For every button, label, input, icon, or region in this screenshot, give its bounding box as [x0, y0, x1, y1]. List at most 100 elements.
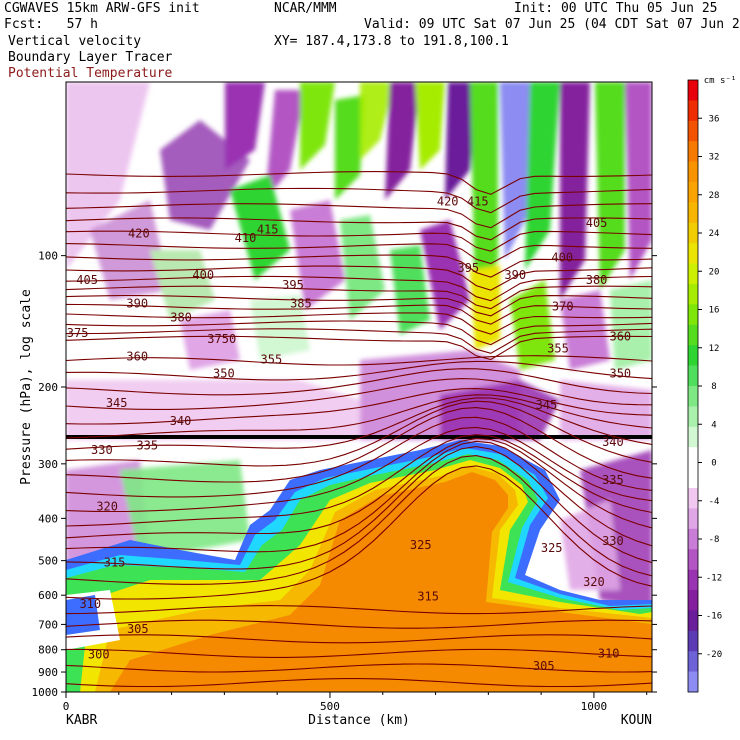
colorbar-label: -4 [709, 497, 720, 507]
y-axis-label: Pressure (hPa), log scale [19, 289, 34, 485]
x-tick-label: 500 [320, 700, 340, 713]
stratosphere-velocity-waves [66, 82, 652, 370]
theta-contour [66, 312, 652, 335]
theta-label: 315 [104, 555, 126, 569]
potential-temperature-contours [66, 171, 652, 688]
header-model: CGWAVES 15km ARW-GFS init [4, 1, 200, 16]
legend-field-vertical-velocity: Vertical velocity [8, 34, 142, 49]
theta-label: 330 [91, 443, 113, 457]
theta-label: 395 [282, 278, 304, 292]
theta-label: 390 [126, 296, 148, 310]
colorbar-swatch [688, 671, 698, 693]
theta-contour [66, 465, 652, 600]
x-axis-label: Distance (km) [308, 713, 410, 728]
colorbar-label: 36 [709, 114, 720, 124]
colorbar-swatch [688, 120, 698, 142]
theta-contour [66, 394, 652, 439]
theta-contour [66, 619, 652, 629]
theta-label: 400 [192, 268, 214, 282]
theta-contour [66, 355, 652, 366]
theta-label: 370 [552, 299, 574, 313]
colorbar-swatch [688, 100, 698, 122]
y-tick-label: 900 [38, 666, 58, 679]
theta-contour [66, 265, 652, 291]
theta-label: 380 [170, 310, 192, 324]
theta-label: 405 [76, 273, 98, 287]
theta-contour [66, 455, 652, 585]
theta-contour [66, 320, 652, 346]
header-center: NCAR/MMM [274, 1, 337, 16]
theta-label: 325 [410, 538, 432, 552]
theta-contour [66, 360, 652, 381]
theta-label: 375 [67, 326, 89, 340]
theta-contour [66, 285, 652, 310]
theta-contour [66, 171, 652, 195]
y-tick-label: 700 [38, 618, 58, 631]
colorbar-label: -12 [706, 573, 722, 583]
theta-contour [66, 294, 652, 317]
theta-contour [66, 368, 652, 396]
colorbar-swatch [688, 80, 698, 101]
colorbar-swatch [688, 508, 698, 530]
theta-label: 3750 [207, 332, 236, 346]
theta-label: 335 [602, 473, 624, 487]
y-tick-label: 300 [38, 458, 58, 471]
theta-contour [66, 187, 652, 214]
x-tick-label: 1000 [581, 700, 608, 713]
theta-label: 315 [417, 589, 439, 603]
theta-label: 340 [602, 435, 624, 449]
colorbar-label: 16 [709, 306, 720, 316]
theta-label: 410 [235, 231, 257, 245]
theta-label: 420 [128, 227, 150, 241]
theta-label: 390 [504, 268, 526, 282]
theta-label: 320 [583, 575, 605, 589]
colorbar-swatch [688, 528, 698, 550]
theta-contour [66, 434, 652, 527]
endpoint-right-label: KOUN [621, 713, 652, 728]
theta-label: 310 [598, 647, 620, 661]
theta-contour [66, 303, 652, 325]
colorbar-swatch [688, 182, 698, 203]
colorbar-swatch [688, 284, 698, 305]
theta-label: 355 [547, 342, 569, 356]
colorbar-label: 8 [711, 382, 716, 392]
colorbar-swatch [688, 161, 698, 183]
colorbar-swatch [688, 386, 698, 407]
theta-label: 345 [536, 398, 558, 412]
colorbar-swatch [688, 488, 698, 509]
theta-contour [66, 648, 652, 658]
colorbar-label: -20 [706, 650, 722, 660]
endpoint-left-label: KABR [66, 713, 97, 728]
colorbar-swatch [688, 630, 698, 652]
theta-contour [66, 378, 652, 410]
x-axis: 0 500 1000 [63, 692, 648, 713]
theta-label: 320 [96, 500, 118, 514]
theta-contour [66, 203, 652, 229]
theta-label: 415 [257, 222, 279, 236]
theta-label: 385 [290, 296, 312, 310]
theta-label: 305 [127, 622, 149, 636]
theta-label: 350 [609, 366, 631, 380]
legend-field-potential-temperature: Potential Temperature [8, 66, 173, 81]
y-tick-label: 600 [38, 589, 58, 602]
colorbar-label: 4 [711, 420, 716, 430]
theta-label: 335 [136, 438, 158, 452]
colorbar-label: 32 [709, 153, 720, 163]
theta-contour [66, 407, 652, 483]
theta-label: 345 [106, 396, 128, 410]
theta-label: 420 [437, 195, 459, 209]
theta-contour [66, 335, 652, 361]
colorbar-swatch [688, 263, 698, 285]
theta-contour [66, 605, 652, 615]
theta-label: 380 [586, 273, 608, 287]
theta-contour [66, 217, 652, 241]
colorbar: 36 32 28 24 20 16 12 8 4 0 -4 -8 -12 -16 -20 [687, 79, 722, 693]
colorbar-swatch [688, 141, 698, 162]
theta-label: 305 [533, 659, 555, 673]
colorbar-swatch [688, 569, 698, 591]
colorbar-label: 12 [709, 344, 720, 354]
colorbar-swatch [688, 222, 698, 244]
colorbar-swatch [688, 467, 698, 489]
